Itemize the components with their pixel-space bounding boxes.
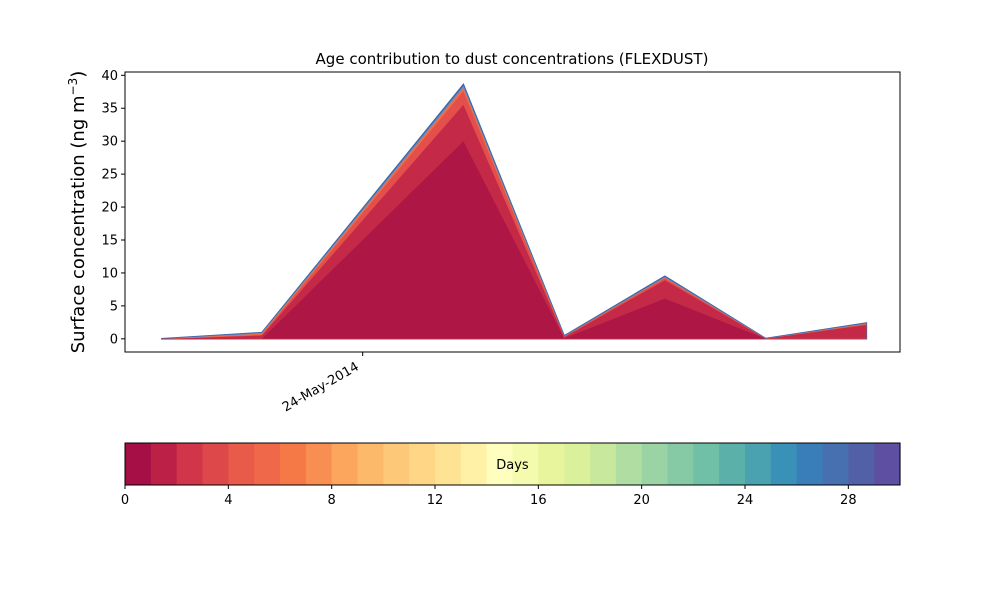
colorbar-tick-label: 16 xyxy=(530,493,547,508)
colorbar-tick-label: 20 xyxy=(633,493,650,508)
colorbar-swatch xyxy=(280,443,307,485)
colorbar-swatch xyxy=(357,443,384,485)
y-tick-label: 25 xyxy=(101,168,118,183)
colorbar-swatch xyxy=(228,443,255,485)
colorbar-swatch xyxy=(305,443,333,485)
y-tick-label: 5 xyxy=(110,299,118,314)
colorbar-swatch xyxy=(693,443,720,485)
y-axis-label: Surface concentration (ng m−3) xyxy=(66,71,89,354)
y-tick-label: 35 xyxy=(101,102,118,117)
plot-frame xyxy=(124,71,901,353)
colorbar-swatch xyxy=(590,443,617,485)
colorbar-swatch xyxy=(538,443,565,485)
colorbar-swatch xyxy=(176,443,204,485)
colorbar-swatch xyxy=(745,443,772,485)
colorbar-swatch xyxy=(770,443,798,485)
y-tick-label: 20 xyxy=(101,201,118,216)
colorbar-swatch xyxy=(435,443,462,485)
colorbar-swatch xyxy=(383,443,410,485)
colorbar-swatch xyxy=(641,443,669,485)
colorbar-swatch xyxy=(719,443,746,485)
colorbar-swatch xyxy=(848,443,875,485)
colorbar-tick-label: 28 xyxy=(840,493,857,508)
colorbar-swatch xyxy=(460,443,488,485)
colorbar-frame xyxy=(124,442,901,486)
colorbar-swatch xyxy=(125,443,152,485)
y-tick-label: 0 xyxy=(110,332,118,347)
y-tick-label: 10 xyxy=(101,266,118,281)
chart-title: Age contribution to dust concentrations … xyxy=(316,50,709,68)
y-axis-label-close: ) xyxy=(68,71,89,78)
colorbar-swatch xyxy=(409,443,436,485)
colorbar-swatch xyxy=(667,443,694,485)
colorbar-swatch xyxy=(150,443,178,485)
colorbar-tick-label: 24 xyxy=(737,493,754,508)
colorbar-swatch xyxy=(512,443,539,485)
colorbar-swatch xyxy=(331,443,359,485)
area-series-1 xyxy=(161,141,867,340)
x-tick-label: 24-May-2014 xyxy=(280,359,362,415)
colorbar-tick-label: 8 xyxy=(328,493,336,508)
colorbar-tick-label: 0 xyxy=(121,493,129,508)
y-axis-label-superscript: −3 xyxy=(66,78,80,96)
colorbar-label: Days xyxy=(496,458,529,473)
y-axis: 0 5 10 15 20 25 30 35 40 xyxy=(101,69,125,347)
y-axis-label-main: Surface concentration (ng m xyxy=(68,95,89,353)
colorbar-swatch xyxy=(822,443,849,485)
colorbar-swatch xyxy=(874,443,901,485)
area-series-group xyxy=(161,83,868,340)
colorbar: Days 0 4 8 12 16 20 24 28 xyxy=(121,442,901,508)
y-tick-label: 30 xyxy=(101,135,118,150)
colorbar-swatch xyxy=(796,443,824,485)
colorbar-tick-label: 4 xyxy=(224,493,232,508)
colorbar-tick-label: 12 xyxy=(427,493,444,508)
x-axis: 24-May-2014 xyxy=(280,352,364,415)
y-tick-label: 15 xyxy=(101,234,118,249)
y-tick-label: 40 xyxy=(101,69,118,84)
colorbar-swatch xyxy=(486,443,514,485)
colorbar-swatch xyxy=(564,443,591,485)
colorbar-swatch xyxy=(615,443,643,485)
colorbar-swatch xyxy=(202,443,229,485)
colorbar-swatch xyxy=(254,443,281,485)
